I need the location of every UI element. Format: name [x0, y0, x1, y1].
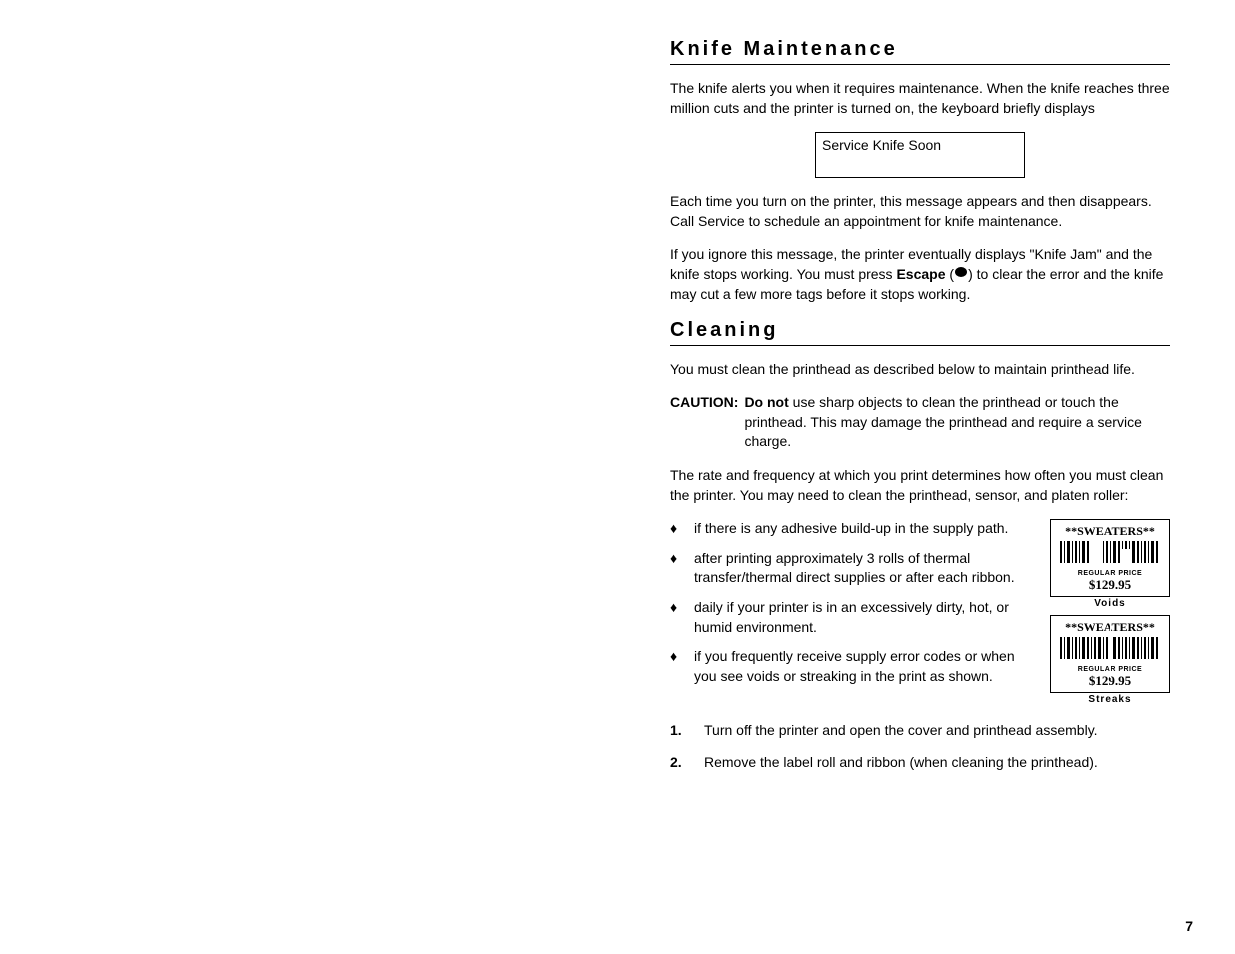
heading-knife-maintenance: Knife Maintenance	[670, 38, 1170, 65]
bullet-item: ♦ if you frequently receive supply error…	[670, 647, 1038, 686]
para-knife-repeat: Each time you turn on the printer, this …	[670, 192, 1170, 231]
sample-tag-streaks: **SWEATERS**	[1050, 615, 1170, 693]
step-text: Remove the label roll and ribbon (when c…	[704, 753, 1098, 773]
bullets-wrap: ♦ if there is any adhesive build-up in t…	[670, 519, 1170, 711]
bullet-item: ♦ after printing approximately 3 rolls o…	[670, 549, 1038, 588]
bullet-text: if there is any adhesive build-up in the…	[694, 519, 1008, 539]
step-number: 2.	[670, 753, 704, 773]
para-knife-intro: The knife alerts you when it requires ma…	[670, 79, 1170, 118]
diamond-icon: ♦	[670, 519, 694, 539]
display-message: Service Knife Soon	[822, 137, 941, 153]
caution-donot: Do not	[744, 394, 788, 410]
para-clean-rate: The rate and frequency at which you prin…	[670, 466, 1170, 505]
tag-price: $129.95	[1054, 577, 1166, 593]
step-number: 1.	[670, 721, 704, 741]
escape-label: Escape	[896, 266, 945, 282]
page-content: Knife Maintenance The knife alerts you w…	[670, 38, 1170, 784]
barcode-icon	[1060, 541, 1160, 563]
bullet-item: ♦ if there is any adhesive build-up in t…	[670, 519, 1038, 539]
step-text: Turn off the printer and open the cover …	[704, 721, 1098, 741]
display-box-service: Service Knife Soon	[815, 132, 1025, 178]
step-item: 2. Remove the label roll and ribbon (whe…	[670, 753, 1170, 773]
bullet-text: daily if your printer is in an excessive…	[694, 598, 1038, 637]
heading-cleaning: Cleaning	[670, 319, 1170, 346]
voids-label: Voids	[1050, 598, 1170, 609]
diamond-icon: ♦	[670, 647, 694, 686]
caution-text: use sharp objects to clean the printhead…	[744, 394, 1141, 449]
streaks-label: Streaks	[1050, 694, 1170, 705]
caution-body: Do not use sharp objects to clean the pr…	[744, 393, 1170, 452]
diamond-icon: ♦	[670, 549, 694, 588]
page-number: 7	[1185, 918, 1193, 934]
bullet-item: ♦ daily if your printer is in an excessi…	[670, 598, 1038, 637]
bullets-col: ♦ if there is any adhesive build-up in t…	[670, 519, 1038, 711]
tag-title: **SWEATERS**	[1054, 524, 1166, 539]
step-item: 1. Turn off the printer and open the cov…	[670, 721, 1170, 741]
caution-block: CAUTION: Do not use sharp objects to cle…	[670, 393, 1170, 452]
escape-paren-close: )	[968, 266, 973, 282]
tag-sub: REGULAR PRICE	[1054, 570, 1166, 577]
tag-title: **SWEATERS**	[1054, 620, 1166, 635]
para-knife-jam: If you ignore this message, the printer …	[670, 245, 1170, 304]
diamond-icon: ♦	[670, 598, 694, 637]
tag-column: **SWEATERS**	[1050, 519, 1170, 711]
escape-icon	[954, 265, 968, 285]
caution-label: CAUTION:	[670, 393, 738, 452]
bullet-text: after printing approximately 3 rolls of …	[694, 549, 1038, 588]
para-clean-intro: You must clean the printhead as describe…	[670, 360, 1170, 380]
bullet-text: if you frequently receive supply error c…	[694, 647, 1038, 686]
streak-line	[1110, 618, 1111, 678]
sample-tag-voids: **SWEATERS**	[1050, 519, 1170, 597]
